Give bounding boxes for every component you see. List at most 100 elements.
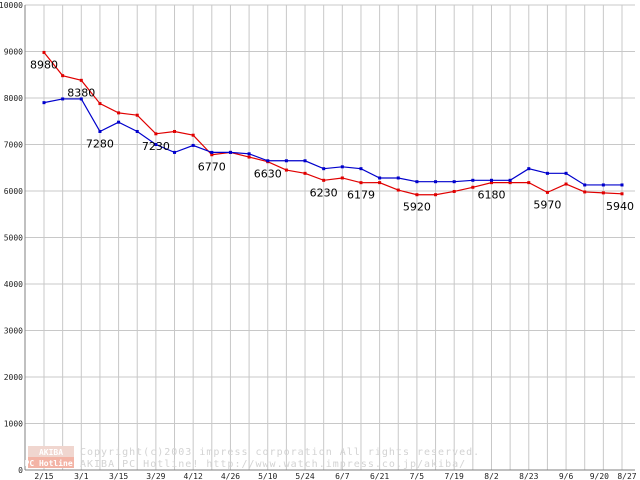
series-0-point <box>340 176 344 180</box>
akiba-logo: AKIBA PC Hotline! <box>25 446 78 468</box>
series-1-point <box>173 150 177 154</box>
series-1-point <box>583 183 587 187</box>
series-1-point <box>359 167 363 171</box>
series-0-point <box>42 50 46 54</box>
series-1-point <box>247 152 251 156</box>
series-0-point <box>471 185 475 189</box>
series-0-point <box>564 182 568 186</box>
y-tick-label: 10000 <box>0 1 23 10</box>
data-label: 6180 <box>477 189 505 202</box>
series-0-point <box>378 181 382 185</box>
series-0-point <box>303 171 307 175</box>
series-0-point <box>98 102 102 106</box>
series-0-point <box>601 191 605 195</box>
series-0-point <box>620 192 624 196</box>
logo-bottom-text: PC Hotline! <box>25 458 78 468</box>
series-0-point <box>117 111 121 115</box>
x-tick-label: 8/2 <box>484 472 499 480</box>
series-1-point <box>322 167 326 171</box>
y-tick-label: 2000 <box>4 373 23 382</box>
data-label: 8980 <box>30 58 58 71</box>
series-0-point <box>545 190 549 194</box>
series-0-point <box>508 181 512 185</box>
series-0-point <box>173 129 177 133</box>
series-1-point <box>79 97 83 101</box>
x-tick-label: 3/15 <box>109 472 128 480</box>
y-axis-ticks: 0 1000 2000 3000 4000 5000 6000 7000 8000 9000 100… <box>0 1 23 475</box>
y-tick-label: 3000 <box>4 327 23 336</box>
series-1-point <box>396 176 400 180</box>
site-line: AKIBA PC Hotline! http://www.watch.impre… <box>80 459 466 470</box>
series-0-point <box>415 193 419 197</box>
series-1-point <box>620 183 624 187</box>
series-1-point <box>415 180 419 184</box>
series-group <box>42 50 624 197</box>
x-axis-ticks: 2/15 3/1 3/15 3/29 4/12 4/26 5/10 5/24 6/7 6/21 7/… <box>34 472 636 480</box>
series-0-point <box>154 132 158 136</box>
series-1-point <box>266 159 270 163</box>
series-1-point <box>303 159 307 163</box>
data-label: 6230 <box>310 186 338 199</box>
x-tick-label: 5/24 <box>295 472 314 480</box>
x-tick-label: 9/20 <box>590 472 609 480</box>
series-0-point <box>396 188 400 192</box>
x-tick-label: 7/5 <box>410 472 425 480</box>
y-tick-label: 6000 <box>4 187 23 196</box>
series-line-1 <box>43 98 622 186</box>
series-0-point <box>489 181 493 185</box>
x-tick-label: 7/19 <box>445 472 464 480</box>
series-0-point <box>247 155 251 159</box>
x-tick-label: 8/23 <box>519 472 538 480</box>
data-label: 8380 <box>67 86 95 99</box>
data-label: 7230 <box>142 140 170 153</box>
series-0-point <box>583 190 587 194</box>
series-0-point <box>135 113 139 117</box>
data-label: 6630 <box>254 168 282 181</box>
series-1-point <box>98 129 102 133</box>
series-0-point <box>452 189 456 193</box>
series-1-point <box>489 178 493 182</box>
y-tick-label: 9000 <box>4 48 23 57</box>
x-tick-label: 4/26 <box>221 472 240 480</box>
series-1-point <box>452 180 456 184</box>
series-1-point <box>191 143 195 147</box>
y-tick-label: 7000 <box>4 141 23 150</box>
series-1-point <box>117 120 121 124</box>
data-label: 5970 <box>533 198 561 211</box>
series-1-point <box>154 143 158 146</box>
grid <box>24 4 635 471</box>
series-1-point <box>228 150 232 154</box>
data-label: 7280 <box>86 137 114 150</box>
series-0-point <box>79 78 83 82</box>
x-tick-label: 5/10 <box>258 472 277 480</box>
series-line-0 <box>43 52 623 196</box>
series-1-point <box>61 97 65 101</box>
series-0-point <box>61 74 65 78</box>
series-1-point <box>471 178 475 182</box>
data-labels: 8980 8380 7280 7230 6770 6630 6230 6179 5920 6180… <box>30 58 634 213</box>
data-label: 6179 <box>347 189 375 202</box>
x-tick-label: 4/12 <box>184 472 203 480</box>
x-tick-label: 6/7 <box>335 472 350 480</box>
x-tick-label: 3/1 <box>74 472 89 480</box>
x-tick-label: 6/21 <box>370 472 389 480</box>
series-1-point <box>601 183 605 187</box>
series-1-point <box>434 180 438 184</box>
series-1-point <box>135 129 139 133</box>
data-label: 6770 <box>198 161 226 174</box>
series-1-point <box>508 178 512 182</box>
series-1-point <box>564 171 568 175</box>
logo-top-text: AKIBA <box>39 448 63 457</box>
x-tick-label: 3/29 <box>146 472 165 480</box>
x-tick-label: 9/6 <box>559 472 574 480</box>
y-tick-label: 8000 <box>4 94 23 103</box>
series-0-point <box>210 153 214 157</box>
series-1-point <box>545 171 549 175</box>
series-0-point <box>434 193 438 197</box>
y-tick-label: 0 <box>18 466 23 475</box>
y-tick-label: 5000 <box>4 234 23 243</box>
series-0-point <box>359 181 363 185</box>
x-tick-label: 8/27 <box>617 472 636 480</box>
series-1-point <box>210 150 214 154</box>
